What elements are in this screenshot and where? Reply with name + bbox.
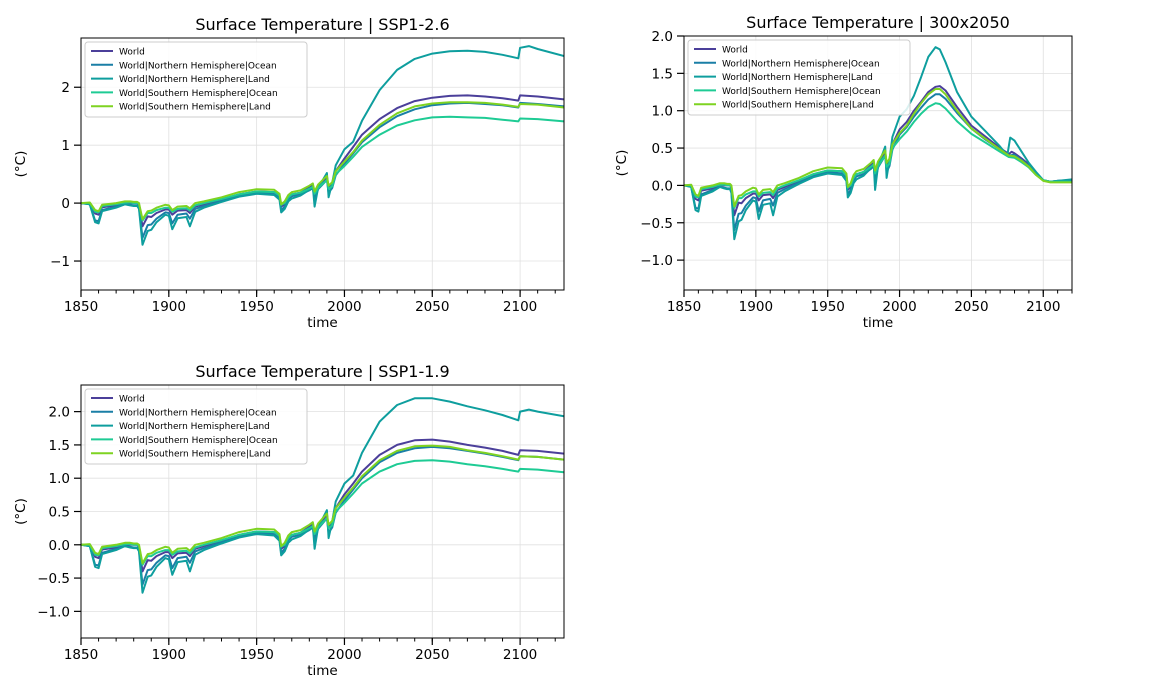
x-axis-label: time	[307, 663, 338, 679]
series-line-4	[81, 459, 564, 566]
series-line-3	[81, 397, 564, 594]
x-tick-label: 1950	[239, 299, 273, 315]
y-tick-label: 2	[61, 80, 70, 96]
y-tick-label: 0.0	[652, 178, 673, 194]
y-tick-label: 1.5	[652, 66, 673, 82]
legend	[687, 39, 911, 116]
legend-entry: World|Southern Hemisphere|Land	[722, 101, 874, 111]
chart-panel-2: 1850 1900 1950 2000 2050 2100 −1.0 −0.5 0.0 0.5 1.…	[614, 13, 1073, 331]
y-tick-label: 0.5	[49, 505, 70, 521]
x-tick-label: 1900	[152, 299, 186, 315]
y-tick-label: −1.0	[37, 604, 70, 620]
y-tick-label: 1.0	[652, 104, 673, 120]
y-tick-label: 2.0	[652, 29, 673, 45]
legend-entry: World|Southern Hemisphere|Land	[119, 450, 271, 460]
x-tick-label: 1950	[239, 647, 273, 663]
legend-entry: World|Southern Hemisphere|Ocean	[722, 87, 881, 97]
x-axis-label: time	[307, 315, 338, 331]
series-line-5	[684, 88, 1072, 208]
axes-frame	[80, 37, 565, 291]
x-tick-label: 1950	[811, 299, 845, 315]
series-line-3	[684, 46, 1072, 241]
legend-entry: World|Northern Hemisphere|Ocean	[722, 59, 880, 69]
series-line-5	[81, 101, 564, 221]
axes-frame	[683, 35, 1073, 291]
chart-title: Surface Temperature | SSP1-2.6	[195, 15, 449, 34]
chart-panel-3: 1850 1900 1950 2000 2050 2100 −1.0 −0.5 0.0 0.5 1.…	[13, 362, 565, 679]
legend-entry: World	[119, 395, 145, 405]
legend	[84, 388, 308, 465]
x-tick-label: 1900	[152, 647, 186, 663]
x-axis-label: time	[863, 315, 894, 331]
legend-entry: World|Northern Hemisphere|Ocean	[119, 61, 277, 71]
series-line-5	[81, 444, 564, 565]
legend-entry: World|Northern Hemisphere|Land	[119, 75, 270, 85]
series-line-3	[81, 45, 564, 246]
y-tick-label: 1.5	[49, 438, 70, 454]
legend-entry: World|Northern Hemisphere|Land	[722, 73, 873, 83]
y-tick-label: 0.5	[652, 141, 673, 157]
y-axis-label: (°C)	[13, 498, 29, 525]
legend-entry: World|Northern Hemisphere|Ocean	[119, 408, 277, 418]
x-tick-label: 2050	[954, 299, 988, 315]
x-tick-label: 2100	[503, 299, 537, 315]
x-tick-label: 2000	[327, 299, 361, 315]
chart-title: Surface Temperature | SSP1-1.9	[195, 362, 449, 381]
chart-panel-1: 1850 1900 1950 2000 2050 2100 −1 0 1 2 Surface Tem…	[13, 15, 565, 331]
x-tick-label: 1900	[739, 299, 773, 315]
y-tick-label: −0.5	[640, 216, 673, 232]
legend-entry: World	[722, 46, 748, 56]
x-tick-label: 2100	[503, 647, 537, 663]
x-tick-label: 2100	[1026, 299, 1060, 315]
x-tick-label: 1850	[64, 647, 98, 663]
x-tick-label: 1850	[667, 299, 701, 315]
series-line-2	[81, 101, 564, 239]
legend-entry: World|Northern Hemisphere|Land	[119, 422, 270, 432]
y-tick-label: −1	[50, 254, 70, 270]
y-tick-label: 1.0	[49, 471, 70, 487]
y-axis-label: (°C)	[614, 150, 630, 177]
x-tick-label: 2000	[882, 299, 916, 315]
y-axis-label: (°C)	[13, 151, 29, 178]
y-tick-label: −1.0	[640, 253, 673, 269]
x-tick-label: 2000	[327, 647, 361, 663]
y-tick-label: 1	[61, 138, 70, 154]
x-tick-label: 2050	[415, 299, 449, 315]
legend-entry: World|Southern Hemisphere|Land	[119, 103, 271, 113]
legend-entry: World	[119, 48, 145, 58]
x-tick-label: 2050	[415, 647, 449, 663]
y-tick-label: 0.0	[49, 538, 70, 554]
legend-entry: World|Southern Hemisphere|Ocean	[119, 89, 278, 99]
x-tick-label: 1850	[64, 299, 98, 315]
y-tick-label: −0.5	[37, 571, 70, 587]
series-line-4	[81, 115, 564, 222]
legend	[84, 41, 308, 118]
y-tick-label: 2.0	[49, 405, 70, 421]
y-tick-label: 0	[61, 196, 70, 212]
chart-title: Surface Temperature | 300x2050	[746, 13, 1010, 32]
legend-entry: World|Southern Hemisphere|Ocean	[119, 436, 278, 446]
